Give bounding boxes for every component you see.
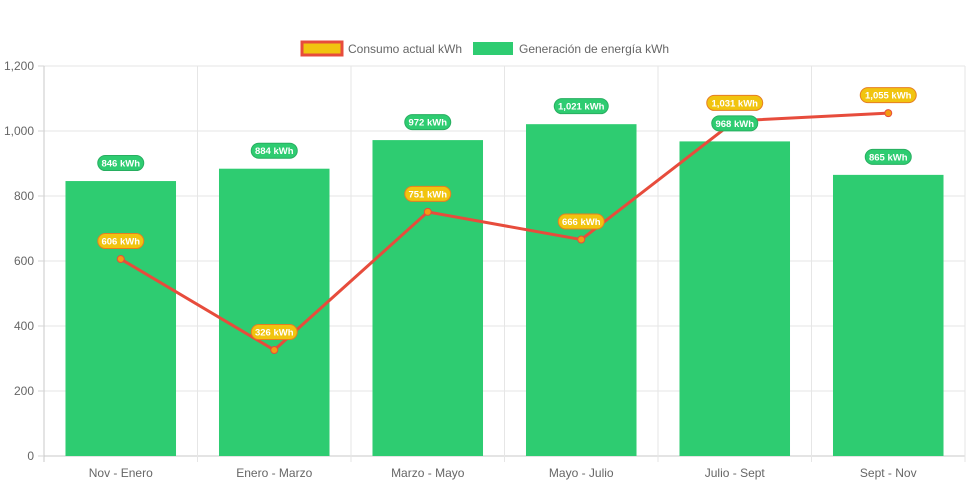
data-label-bg — [97, 233, 145, 250]
legend[interactable]: Consumo actual kWh Generación de energía… — [300, 40, 669, 57]
line-labels: 606 kWh 326 kWh 751 kWh 666 kWh 1,031 kWh 1,0… — [97, 87, 917, 341]
bar-labels: 846 kWh 884 kWh 972 kWh 1,021 kWh 968 kWh 865… — [97, 98, 912, 172]
data-label-bg — [706, 94, 764, 111]
bar-data-label: 846 kWh — [97, 155, 145, 172]
data-label-bg — [404, 185, 452, 202]
bar-data-label: 968 kWh — [711, 115, 759, 132]
line-data-label: 666 kWh — [557, 213, 605, 230]
data-label-text: 751 kWh — [408, 189, 447, 200]
line-point[interactable] — [884, 109, 893, 118]
line-data-label: 751 kWh — [404, 185, 452, 202]
data-label-bg — [97, 155, 145, 172]
bars — [65, 124, 944, 457]
bar[interactable] — [525, 124, 637, 457]
bar[interactable] — [679, 141, 791, 456]
x-axis: Nov - Enero Enero - Marzo Marzo - Mayo Mayo… — [89, 466, 917, 480]
bar-data-label: 972 kWh — [404, 114, 452, 131]
data-label-text: 1,031 kWh — [712, 98, 759, 109]
legend-label-generacion: Generación de energía kWh — [519, 42, 669, 56]
x-tick-label: Enero - Marzo — [236, 466, 312, 480]
data-label-bg — [557, 213, 605, 230]
data-label-text: 865 kWh — [869, 152, 908, 163]
bar[interactable] — [832, 174, 944, 456]
x-tick-label: Nov - Enero — [89, 466, 153, 480]
data-label-text: 606 kWh — [101, 237, 140, 248]
line-data-label: 1,031 kWh — [706, 94, 764, 111]
consumption-line-path — [119, 111, 889, 352]
data-label-bg — [553, 98, 609, 115]
data-label-bg — [864, 148, 912, 165]
data-label-bg — [250, 142, 298, 159]
data-label-text: 1,055 kWh — [865, 91, 912, 102]
line-point[interactable] — [423, 207, 432, 216]
x-tick-label: Mayo - Julio — [549, 466, 614, 480]
data-label-text: 968 kWh — [715, 119, 754, 130]
bar-data-label: 884 kWh — [250, 142, 298, 159]
data-label-bg — [250, 324, 298, 341]
data-label-text: 972 kWh — [408, 118, 447, 129]
data-label-bg — [711, 115, 759, 132]
line-point[interactable] — [270, 346, 279, 355]
y-tick-label: 0 — [27, 449, 34, 463]
data-label-text: 666 kWh — [562, 217, 601, 228]
grid — [43, 65, 966, 462]
legend-item-consumo[interactable]: Consumo actual kWh — [300, 40, 462, 57]
legend-swatch-generacion — [473, 42, 513, 55]
y-axis: 0 200 400 600 800 1,000 1,200 — [4, 59, 44, 463]
bar[interactable] — [65, 181, 177, 457]
line-data-label: 326 kWh — [250, 324, 298, 341]
y-tick-label: 600 — [14, 254, 34, 268]
data-label-bg — [404, 114, 452, 131]
legend-item-generacion[interactable]: Generación de energía kWh — [473, 42, 669, 56]
x-tick-label: Marzo - Mayo — [391, 466, 465, 480]
y-tick-label: 800 — [14, 189, 34, 203]
data-label-text: 846 kWh — [101, 159, 140, 170]
data-label-text: 326 kWh — [255, 328, 294, 339]
consumption-line — [116, 109, 893, 355]
y-tick-label: 200 — [14, 384, 34, 398]
legend-label-consumo: Consumo actual kWh — [348, 42, 462, 56]
x-tick-label: Julio - Sept — [705, 466, 766, 480]
bar[interactable] — [218, 168, 330, 456]
data-label-bg — [859, 87, 917, 104]
y-tick-label: 1,000 — [4, 124, 34, 138]
x-tick-label: Sept - Nov — [860, 466, 917, 480]
line-point[interactable] — [577, 235, 586, 244]
legend-swatch-consumo — [300, 40, 344, 57]
bar-data-label: 1,021 kWh — [553, 98, 609, 115]
line-point[interactable] — [116, 255, 125, 264]
line-data-label: 1,055 kWh — [859, 87, 917, 104]
y-tick-label: 1,200 — [4, 59, 34, 73]
bar-data-label: 865 kWh — [864, 148, 912, 165]
y-tick-label: 400 — [14, 319, 34, 333]
line-data-label: 606 kWh — [97, 233, 145, 250]
data-label-text: 1,021 kWh — [558, 102, 605, 113]
data-label-text: 884 kWh — [255, 146, 294, 157]
